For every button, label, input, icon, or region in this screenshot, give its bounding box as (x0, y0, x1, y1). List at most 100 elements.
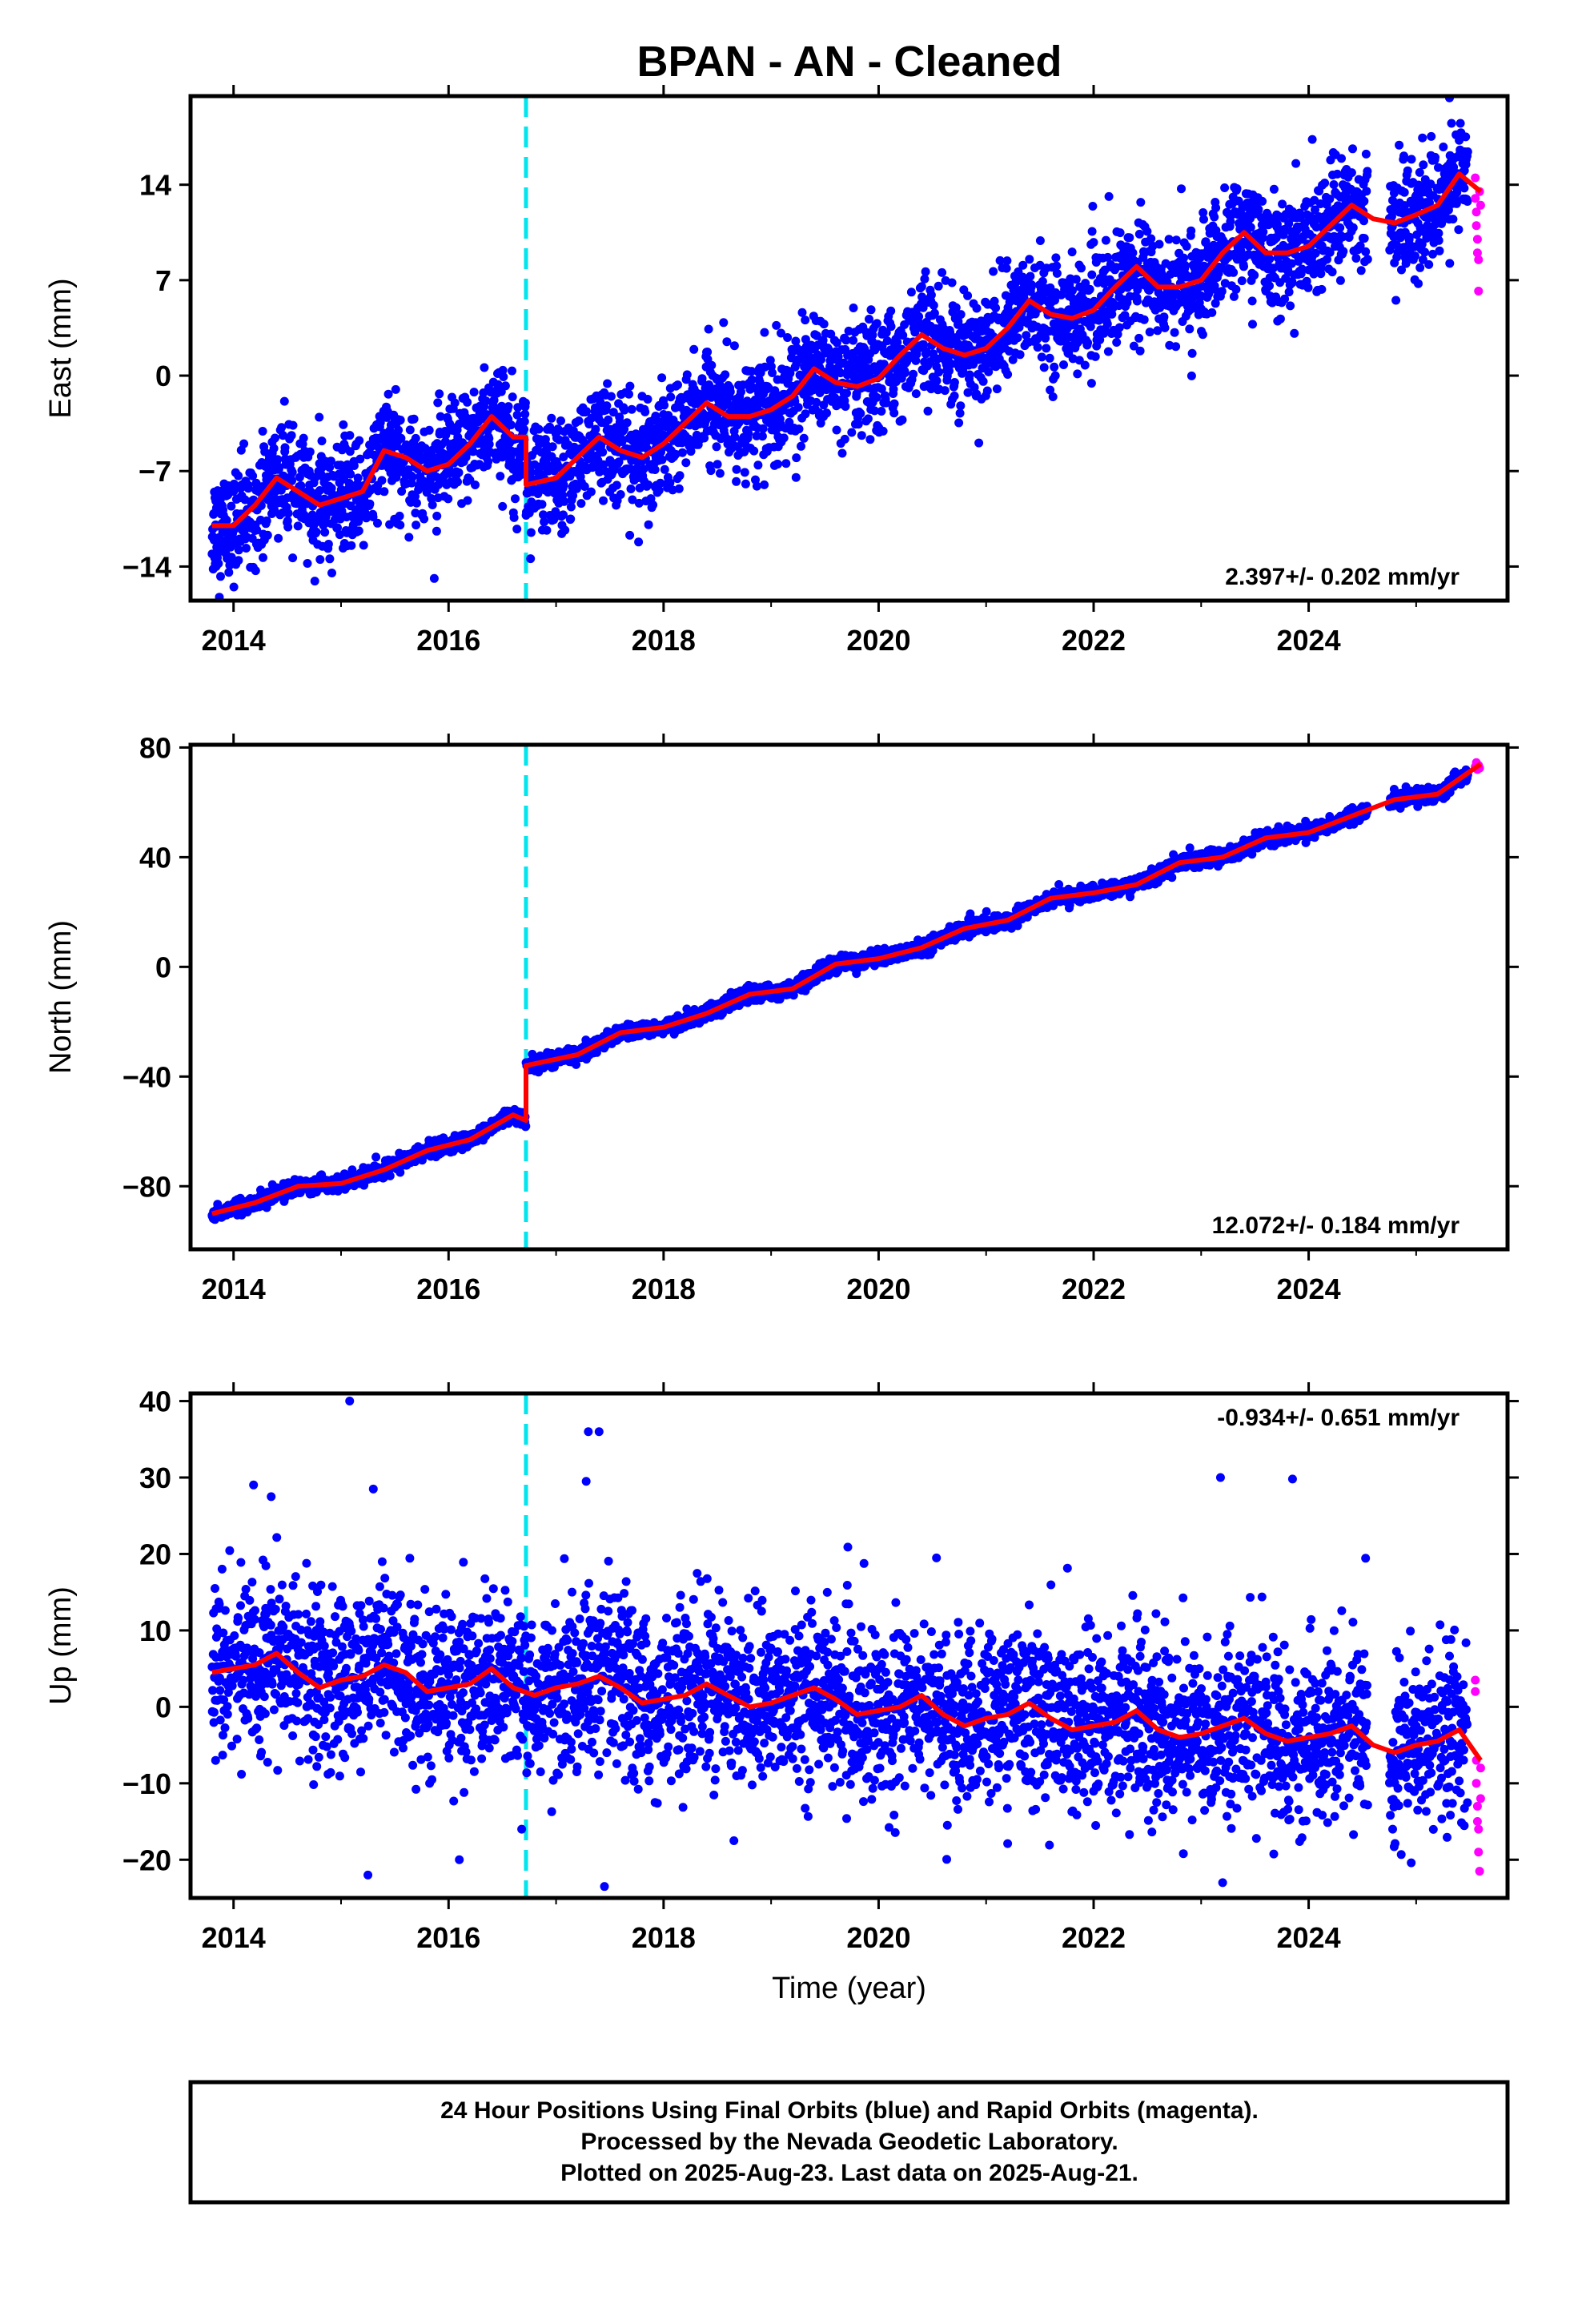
data-point (989, 267, 998, 276)
data-point (1094, 316, 1104, 325)
data-point (1351, 254, 1361, 263)
data-point (956, 401, 966, 411)
data-point (886, 306, 896, 316)
data-point (635, 483, 644, 493)
data-point (616, 490, 625, 499)
data-point (622, 418, 632, 428)
data-point (1327, 267, 1337, 277)
data-point (397, 487, 407, 496)
data-point (1103, 347, 1113, 356)
data-point (404, 533, 414, 542)
data-point (548, 442, 557, 452)
data-point (229, 479, 239, 489)
data-point (1153, 326, 1162, 336)
data-point (556, 416, 565, 425)
data-point (612, 480, 621, 490)
data-point (606, 392, 616, 401)
data-point (1003, 370, 1013, 379)
data-point (1085, 284, 1094, 294)
data-point (812, 331, 821, 340)
data-point (938, 267, 947, 277)
data-point (1472, 235, 1482, 244)
data-point (1101, 235, 1110, 245)
data-point (450, 398, 460, 408)
data-point (1170, 328, 1179, 337)
data-point (1359, 234, 1369, 243)
data-point (1250, 271, 1259, 280)
data-point (822, 408, 831, 418)
data-point (752, 481, 761, 491)
data-point (1454, 225, 1464, 235)
data-point (1435, 246, 1444, 255)
data-point (889, 408, 899, 418)
data-point (1287, 278, 1297, 287)
data-point (681, 458, 691, 468)
data-point (801, 409, 810, 419)
data-point (252, 525, 262, 535)
data-point (625, 530, 635, 540)
data-point (783, 333, 793, 342)
data-point (1443, 205, 1453, 215)
data-point (325, 554, 335, 564)
data-point (725, 387, 735, 396)
data-point (760, 328, 769, 337)
data-point (1474, 286, 1484, 296)
y-tick-label: 7 (155, 264, 171, 297)
data-point (1087, 270, 1097, 279)
data-point (677, 448, 687, 457)
data-point (951, 303, 961, 312)
data-point (534, 424, 544, 434)
data-point (520, 416, 529, 426)
data-point (732, 464, 741, 474)
data-point (845, 359, 855, 368)
data-point (1472, 221, 1481, 231)
data-point (644, 520, 653, 529)
data-point (1041, 333, 1050, 343)
data-point (882, 336, 892, 346)
data-point (432, 526, 441, 536)
data-point (1164, 235, 1174, 244)
data-point (1198, 330, 1207, 340)
data-point (650, 465, 660, 474)
data-point (234, 471, 243, 480)
data-point (1199, 208, 1208, 217)
data-point (604, 415, 613, 424)
data-point (315, 555, 325, 565)
data-point (1311, 248, 1320, 258)
data-point (489, 396, 499, 405)
data-point (1356, 266, 1366, 275)
data-point (673, 380, 682, 390)
data-point (689, 344, 699, 354)
data-point (906, 287, 916, 297)
data-point (362, 513, 371, 523)
data-point (930, 308, 939, 318)
data-point (856, 408, 865, 418)
data-point (921, 267, 930, 276)
data-point (1103, 252, 1113, 262)
data-point (950, 391, 959, 400)
data-point (279, 396, 289, 406)
data-point (950, 378, 959, 387)
data-point (526, 468, 536, 477)
data-point (299, 433, 308, 443)
data-point (1472, 207, 1481, 217)
data-point (909, 369, 918, 379)
data-point (732, 476, 741, 486)
data-point (889, 384, 898, 394)
data-point (792, 453, 801, 463)
data-point (580, 482, 589, 491)
data-point (1112, 338, 1122, 347)
data-point (1018, 260, 1028, 270)
data-point (234, 556, 243, 565)
data-point (287, 468, 297, 477)
data-point (500, 381, 510, 391)
data-point (866, 305, 876, 315)
data-point (484, 440, 494, 449)
data-point (1415, 263, 1425, 272)
data-point (1134, 333, 1144, 343)
data-point (872, 392, 881, 402)
data-point (1271, 233, 1281, 243)
data-point (550, 489, 560, 498)
data-point (849, 304, 858, 312)
data-point (917, 292, 927, 302)
